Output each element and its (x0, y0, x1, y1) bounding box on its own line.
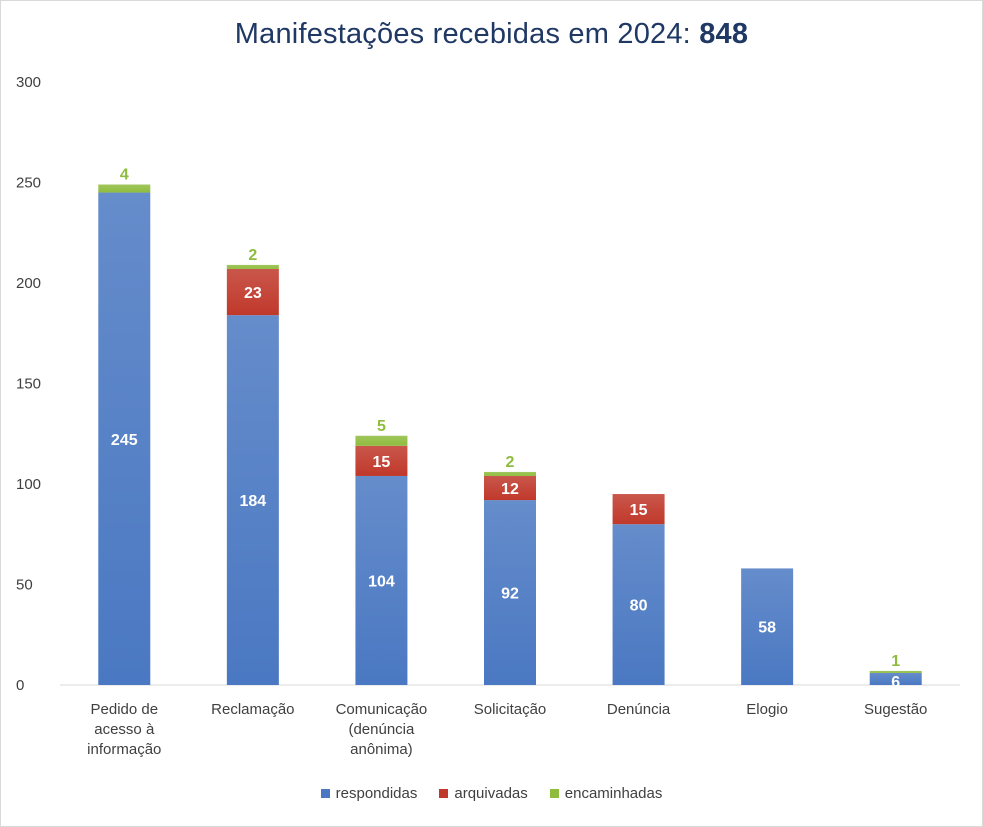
bar-respondidas (484, 500, 536, 685)
legend-item-respondidas: respondidas (320, 785, 418, 802)
data-label-encaminhadas: 5 (377, 418, 386, 435)
data-label-respondidas: 104 (368, 573, 395, 590)
bar-arquivadas (226, 268, 279, 316)
legend-swatch (439, 789, 449, 798)
chart-title: Manifestações recebidas em 2024: 848 (0, 18, 983, 51)
data-label-respondidas: 6 (891, 674, 900, 691)
y-tick-label: 0 (16, 677, 24, 694)
bar-respondidas (869, 672, 922, 685)
data-label-respondidas: 80 (630, 598, 648, 615)
legend-item-encaminhadas: encaminhadas (549, 785, 663, 802)
bar-encaminhadas (484, 471, 536, 476)
bar-arquivadas (484, 475, 536, 501)
data-label-respondidas: 184 (240, 493, 267, 510)
category-label: informação (87, 741, 161, 758)
data-label-respondidas: 245 (111, 432, 138, 449)
y-tick-label: 150 (16, 376, 41, 393)
legend-label: encaminhadas (564, 785, 663, 802)
data-label-respondidas: 58 (758, 620, 776, 637)
bar-respondidas (226, 315, 279, 685)
bar-encaminhadas (98, 184, 151, 193)
category-label: Reclamação (211, 701, 294, 718)
data-label-respondidas: 92 (501, 586, 519, 603)
legend: respondidas arquivadas encaminhadas (0, 785, 983, 802)
bar-encaminhadas (226, 264, 279, 269)
chart-title-total: 848 (699, 18, 749, 50)
legend-swatch (320, 789, 330, 798)
legend-swatch (549, 789, 559, 798)
y-tick-label: 250 (16, 175, 41, 192)
category-label: anônima) (350, 741, 413, 758)
category-label: Comunicação (336, 701, 428, 718)
category-label: Sugestão (864, 701, 927, 718)
bar-respondidas (612, 524, 665, 685)
y-tick-label: 300 (16, 74, 41, 91)
legend-label: arquivadas (454, 785, 528, 802)
data-label-arquivadas: 23 (244, 285, 262, 302)
data-label-encaminhadas: 2 (506, 454, 515, 471)
legend-label: respondidas (335, 785, 418, 802)
bar-arquivadas (355, 445, 408, 476)
category-label: acesso à (94, 721, 155, 738)
data-label-arquivadas: 12 (501, 481, 519, 498)
data-label-encaminhadas: 4 (120, 167, 129, 184)
category-label: (denúncia (348, 721, 415, 738)
data-label-arquivadas: 15 (630, 502, 648, 519)
y-tick-label: 100 (16, 476, 41, 493)
bar-respondidas (98, 192, 151, 686)
data-label-arquivadas: 15 (373, 454, 391, 471)
category-label: Denúncia (607, 701, 671, 718)
bar-arquivadas (612, 494, 665, 525)
bar-encaminhadas (355, 435, 408, 446)
bar-respondidas (355, 475, 408, 685)
bar-respondidas (741, 568, 794, 685)
category-label: Pedido de (91, 701, 159, 718)
bar-encaminhadas (869, 670, 922, 673)
data-label-encaminhadas: 1 (891, 653, 900, 670)
data-label-encaminhadas: 2 (248, 247, 257, 264)
y-tick-label: 200 (16, 275, 41, 292)
y-tick-label: 50 (16, 577, 33, 594)
category-label: Elogio (746, 701, 788, 718)
category-label: Solicitação (474, 701, 547, 718)
legend-item-arquivadas: arquivadas (439, 785, 528, 802)
chart-title-text: Manifestações recebidas em 2024: (234, 18, 691, 50)
